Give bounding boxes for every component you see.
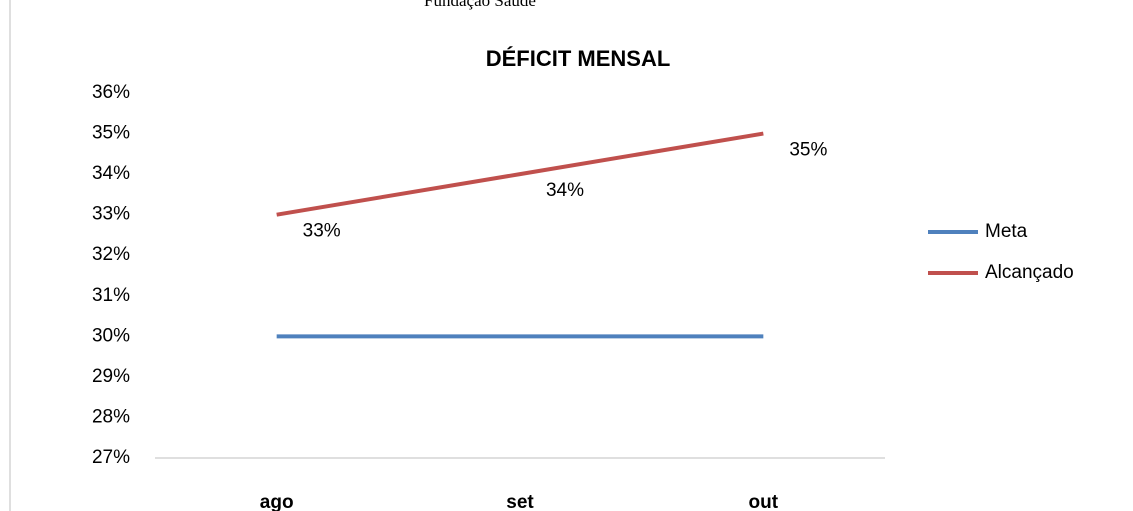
x-tick-label: out [749,492,779,511]
legend-label: Alcançado [985,262,1074,283]
data-label: 33% [303,221,341,242]
y-tick-label: 35% [92,123,130,144]
data-label: 34% [546,180,584,201]
y-tick-label: 33% [92,204,130,225]
y-tick-label: 31% [92,285,130,306]
y-tick-label: 32% [92,244,130,265]
y-tick-label: 27% [92,447,130,468]
y-tick-label: 28% [92,406,130,427]
y-tick-label: 29% [92,366,130,387]
y-tick-label: 34% [92,163,130,184]
data-label: 35% [789,140,827,161]
x-tick-label: ago [260,492,294,511]
y-tick-label: 30% [92,325,130,346]
series-line [276,131,764,217]
y-tick-label: 36% [92,82,130,103]
chart-title: DÉFICIT MENSAL [486,46,671,71]
page-header: Fundação Saúde [424,0,536,10]
x-tick-label: set [506,492,534,511]
legend-label: Meta [985,221,1028,242]
